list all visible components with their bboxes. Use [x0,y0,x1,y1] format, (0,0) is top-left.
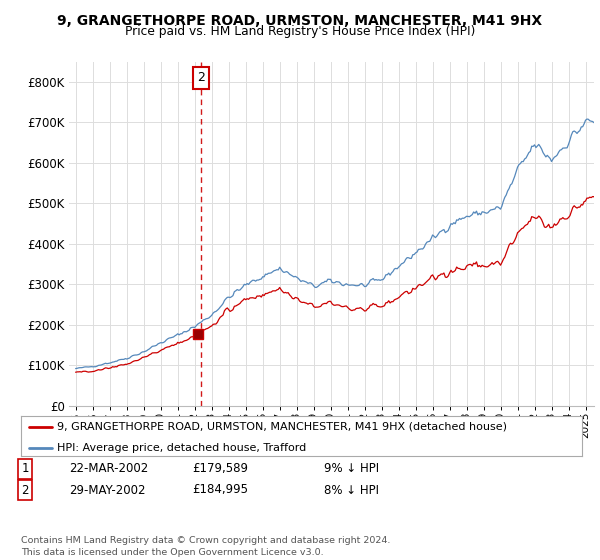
Text: £184,995: £184,995 [192,483,248,497]
Text: 2: 2 [197,71,205,85]
Text: 29-MAY-2002: 29-MAY-2002 [69,483,146,497]
Text: 9, GRANGETHORPE ROAD, URMSTON, MANCHESTER, M41 9HX (detached house): 9, GRANGETHORPE ROAD, URMSTON, MANCHESTE… [58,422,508,432]
Text: 8% ↓ HPI: 8% ↓ HPI [324,483,379,497]
Text: 9% ↓ HPI: 9% ↓ HPI [324,462,379,475]
Text: £179,589: £179,589 [192,462,248,475]
Text: 1: 1 [22,462,29,475]
Text: Price paid vs. HM Land Registry's House Price Index (HPI): Price paid vs. HM Land Registry's House … [125,25,475,38]
Text: 22-MAR-2002: 22-MAR-2002 [69,462,148,475]
Text: 9, GRANGETHORPE ROAD, URMSTON, MANCHESTER, M41 9HX: 9, GRANGETHORPE ROAD, URMSTON, MANCHESTE… [58,14,542,28]
Text: Contains HM Land Registry data © Crown copyright and database right 2024.
This d: Contains HM Land Registry data © Crown c… [21,536,391,557]
Text: 2: 2 [22,483,29,497]
Text: HPI: Average price, detached house, Trafford: HPI: Average price, detached house, Traf… [58,442,307,452]
